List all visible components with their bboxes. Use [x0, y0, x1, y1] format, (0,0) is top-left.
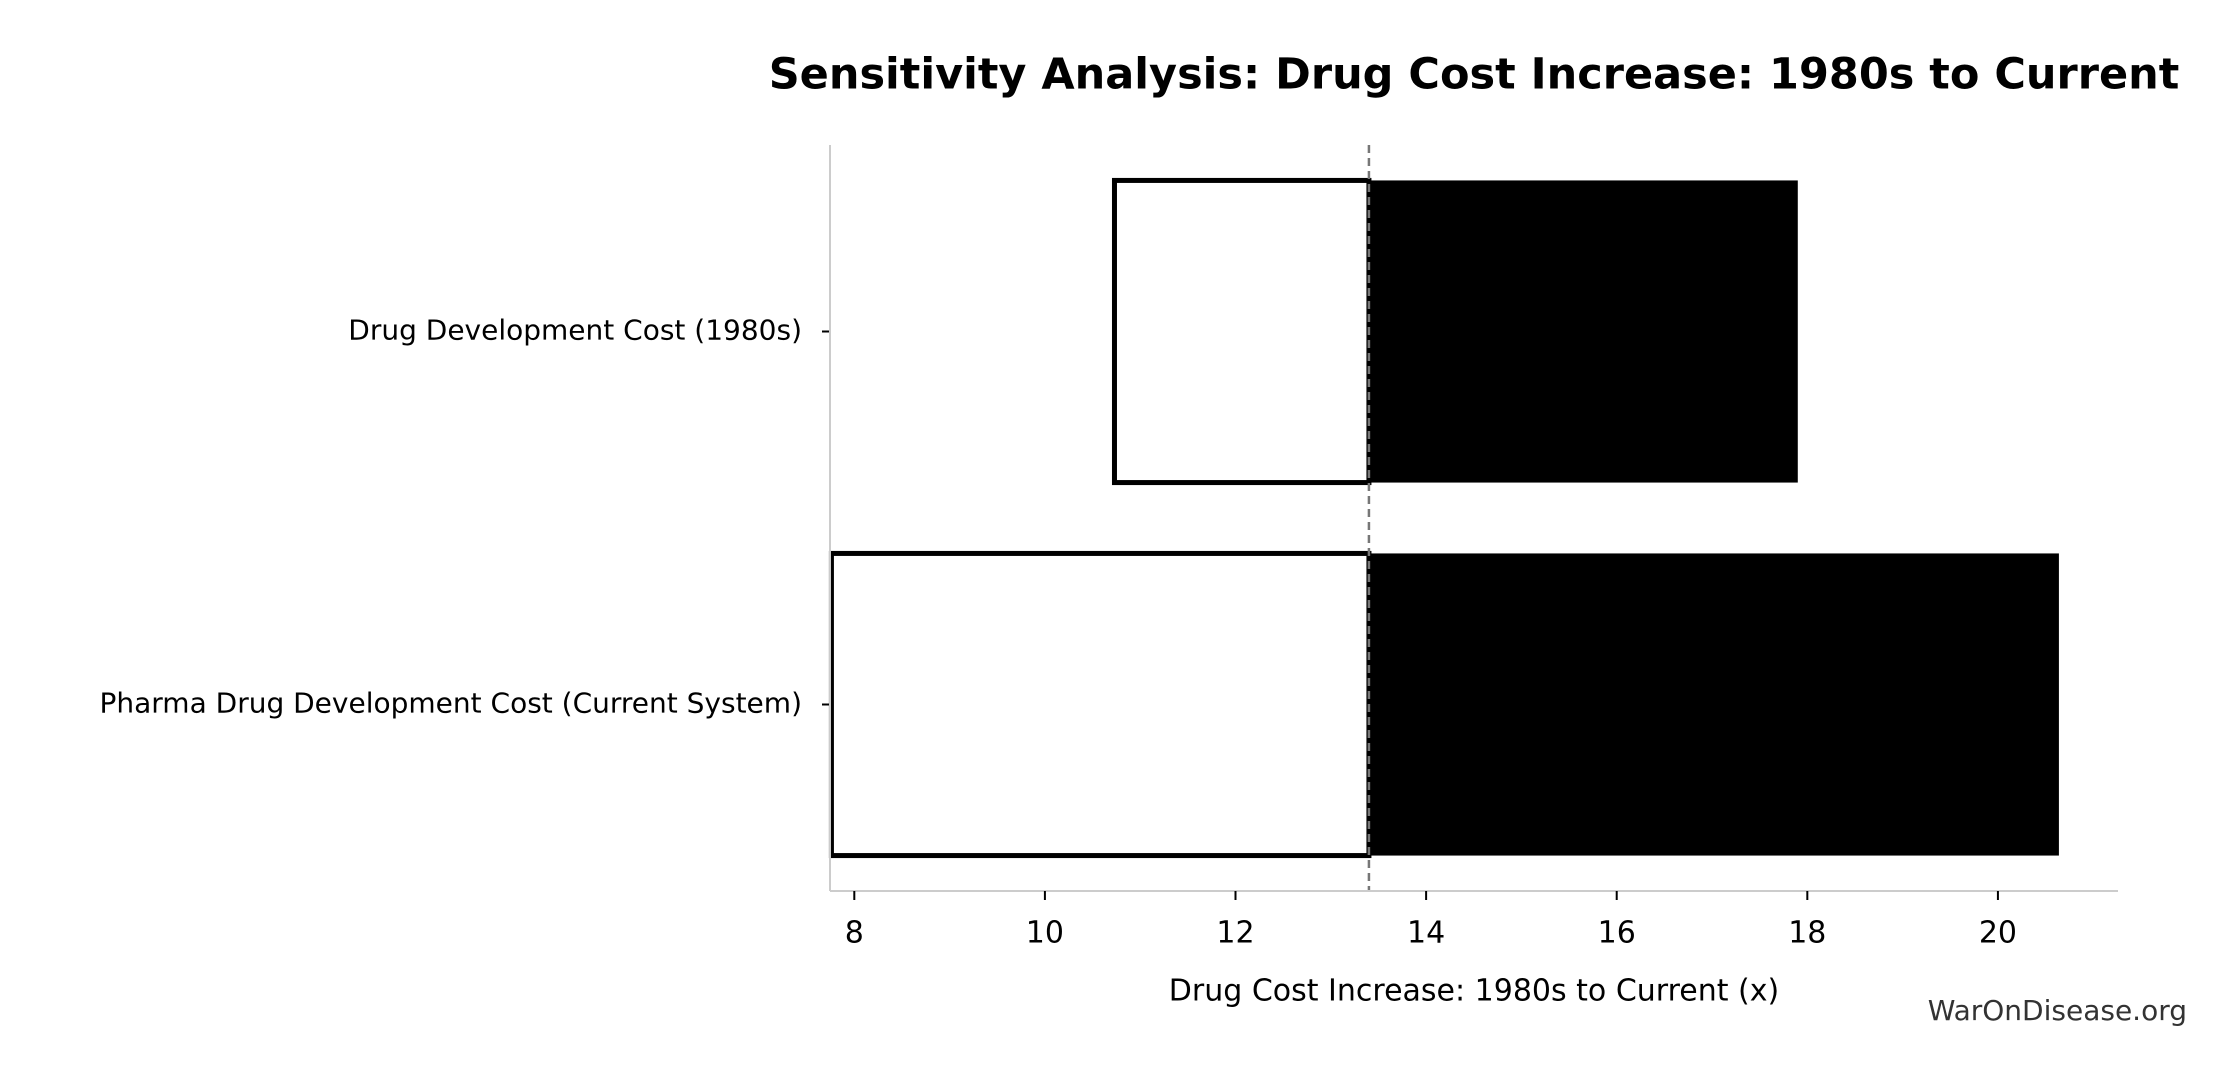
- x-tick-label: 16: [1598, 916, 1636, 951]
- bar: [1111, 177, 1372, 486]
- watermark: WarOnDisease.org: [1928, 994, 2187, 1027]
- bar: [828, 550, 1372, 859]
- y-tick-label: Drug Development Cost (1980s): [348, 314, 802, 347]
- x-tick-label: 20: [1979, 916, 2017, 951]
- chart-title: Sensitivity Analysis: Drug Cost Increase…: [769, 50, 2180, 100]
- x-tick-label: 14: [1407, 916, 1445, 951]
- x-tick-label: 8: [845, 916, 864, 951]
- x-tick-label: 12: [1216, 916, 1254, 951]
- x-axis-label: Drug Cost Increase: 1980s to Current (x): [1169, 974, 1779, 1009]
- x-tick-label: 10: [1026, 916, 1064, 951]
- bar: [1368, 180, 1798, 483]
- y-tick-label: Pharma Drug Development Cost (Current Sy…: [99, 687, 802, 720]
- x-tick-label: 18: [1788, 916, 1826, 951]
- bar: [1368, 553, 2059, 856]
